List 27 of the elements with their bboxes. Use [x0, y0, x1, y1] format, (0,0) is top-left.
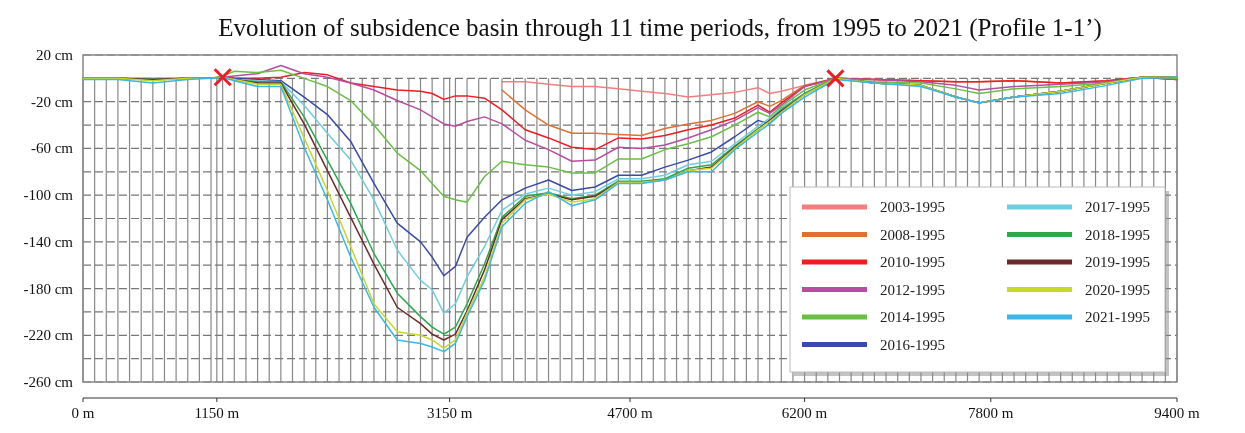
y-tick-label: -180 cm: [23, 280, 74, 297]
x-tick-label: 4700 m: [607, 405, 654, 421]
legend-label: 2014-1995: [880, 309, 945, 325]
legend-label: 2016-1995: [880, 336, 945, 353]
y-tick-label: -140 cm: [23, 233, 74, 250]
legend-label: 2019-1995: [1085, 254, 1150, 270]
legend-label: 2008-1995: [880, 226, 945, 243]
legend-label: 2021-1995: [1085, 309, 1150, 325]
x-tick-label: 7800 m: [968, 405, 1014, 421]
legend-label: 2012-1995: [880, 281, 945, 298]
chart-title: Evolution of subsidence basin through 11 time periods, from 1995 to 2021 (Profile 1-1’): [218, 14, 1102, 42]
legend-label: 2017-1995: [1085, 199, 1150, 215]
y-tick-label: -100 cm: [23, 187, 74, 204]
x-tick-label: 0 m: [71, 405, 95, 421]
x-tick-label: 6200 m: [781, 405, 828, 421]
x-tick-label: 9400 m: [1154, 405, 1201, 421]
y-tick-label: -260 cm: [23, 374, 74, 390]
legend-label: 2018-1995: [1085, 226, 1150, 243]
legend-label: 2010-1995: [880, 254, 945, 270]
y-tick-label: 20 cm: [35, 47, 74, 63]
y-tick-label: -20 cm: [30, 93, 74, 110]
x-tick-label: 1150 m: [194, 405, 240, 421]
legend-label: 2020-1995: [1085, 281, 1150, 298]
x-tick-label: 3150 m: [426, 405, 473, 421]
legend-label: 2003-1995: [880, 199, 945, 215]
y-tick-label: -220 cm: [23, 327, 74, 344]
y-tick-label: -60 cm: [30, 140, 74, 157]
